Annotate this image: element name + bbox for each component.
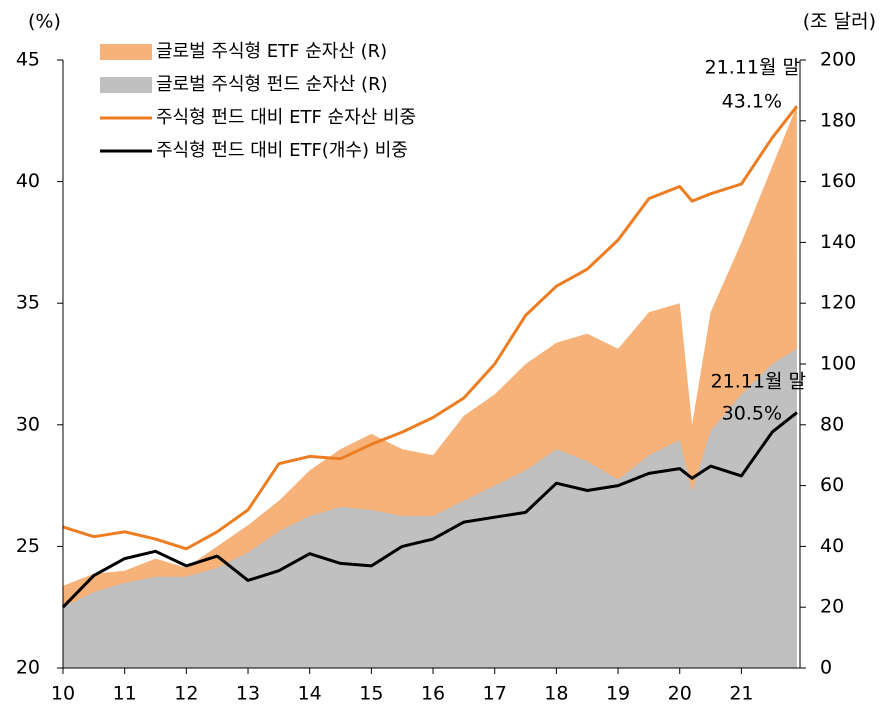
y2-tick-label: 40 <box>820 535 844 557</box>
y2-tick-label: 0 <box>820 657 832 679</box>
legend-label: 글로벌 주식형 펀드 순자산 (R) <box>156 74 388 95</box>
annotation: 21.11월 말 <box>705 57 800 79</box>
y2-tick-label: 180 <box>820 109 856 131</box>
x-tick-label: 13 <box>236 683 260 705</box>
x-tick-label: 14 <box>298 683 322 705</box>
x-tick-label: 12 <box>174 683 198 705</box>
x-tick-label: 15 <box>359 683 383 705</box>
legend-label: 주식형 펀드 대비 ETF(개수) 비중 <box>156 140 408 161</box>
y-tick-label: 35 <box>16 292 40 314</box>
y2-tick-label: 140 <box>820 231 856 253</box>
x-tick-label: 18 <box>544 683 568 705</box>
y2-tick-label: 60 <box>820 474 844 496</box>
x-tick-label: 17 <box>483 683 507 705</box>
y-axis-label: (%) <box>28 11 61 33</box>
annotation: 30.5% <box>722 403 782 425</box>
x-tick-label: 16 <box>421 683 445 705</box>
legend-swatch <box>100 44 152 60</box>
line <box>61 411 798 609</box>
line <box>62 105 799 551</box>
y-tick-label: 20 <box>16 657 40 679</box>
x-tick-label: 10 <box>51 683 75 705</box>
y2-tick-label: 80 <box>820 413 844 435</box>
legend-label: 주식형 펀드 대비 ETF 순자산 비중 <box>156 107 416 128</box>
y2-tick-label: 100 <box>820 353 856 375</box>
y-tick-label: 40 <box>16 170 40 192</box>
x-tick-label: 19 <box>606 683 630 705</box>
x-tick-label: 20 <box>668 683 692 705</box>
area <box>63 348 797 668</box>
annotation: 43.1% <box>722 91 782 113</box>
y2-tick-label: 200 <box>820 49 856 71</box>
y-tick-label: 30 <box>16 413 40 435</box>
legend-label: 글로벌 주식형 ETF 순자산 (R) <box>156 41 387 62</box>
x-tick-label: 11 <box>113 683 137 705</box>
y2-tick-label: 160 <box>820 170 856 192</box>
legend-swatch <box>100 77 152 93</box>
y2-tick-label: 20 <box>820 596 844 618</box>
x-tick-label: 21 <box>729 683 753 705</box>
y2-axis-label: (조 달러) <box>803 11 876 33</box>
y-tick-label: 25 <box>16 535 40 557</box>
y2-tick-label: 120 <box>820 292 856 314</box>
y-tick-label: 45 <box>16 49 40 71</box>
annotation: 21.11월 말 <box>711 371 806 393</box>
